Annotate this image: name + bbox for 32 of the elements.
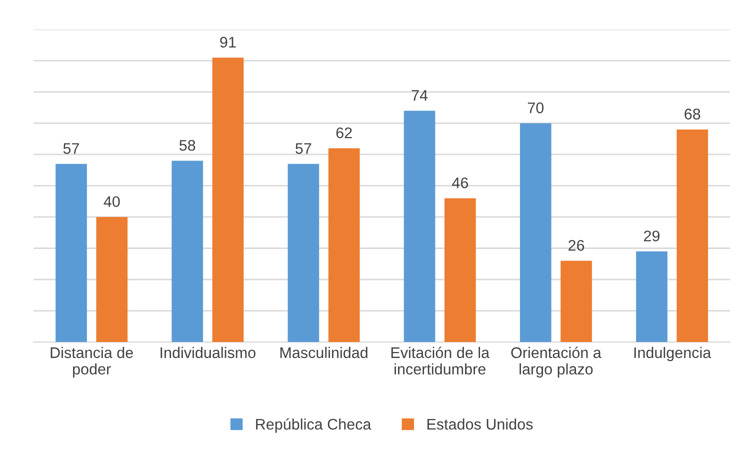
legend-label: República Checa (256, 418, 372, 433)
bar (56, 164, 87, 342)
bar (636, 251, 668, 342)
bar (96, 216, 128, 342)
bar (172, 160, 204, 342)
x-tick-label: Evitación de la incertidumbre (391, 346, 490, 375)
bar (404, 110, 436, 342)
legend-label: Estados Unidos (427, 418, 533, 430)
data-label: 74 (412, 90, 428, 101)
bar (676, 129, 708, 342)
x-tick-label: Distancia de poder (50, 346, 133, 378)
data-label: 58 (179, 140, 196, 151)
bar (560, 260, 592, 342)
data-label: 29 (644, 230, 660, 242)
data-label: 57 (296, 143, 312, 154)
bar (520, 123, 552, 342)
data-label: 62 (336, 127, 352, 138)
bar (288, 164, 320, 342)
x-tick-label: Masculinidad (280, 346, 368, 358)
data-label: 26 (568, 240, 584, 251)
bar (212, 58, 244, 342)
bar (444, 198, 476, 342)
bar (328, 148, 360, 342)
x-tick-label: Orientación a largo plazo (511, 346, 602, 378)
x-tick-label: Individualismo (160, 346, 256, 358)
data-label: 68 (684, 108, 700, 120)
data-label: 40 (104, 196, 120, 208)
x-tick-label: Indulgencia (634, 346, 712, 362)
data-label: 91 (220, 36, 236, 48)
data-label: 46 (452, 177, 468, 188)
data-label: 57 (63, 143, 79, 154)
data-label: 70 (528, 102, 544, 114)
